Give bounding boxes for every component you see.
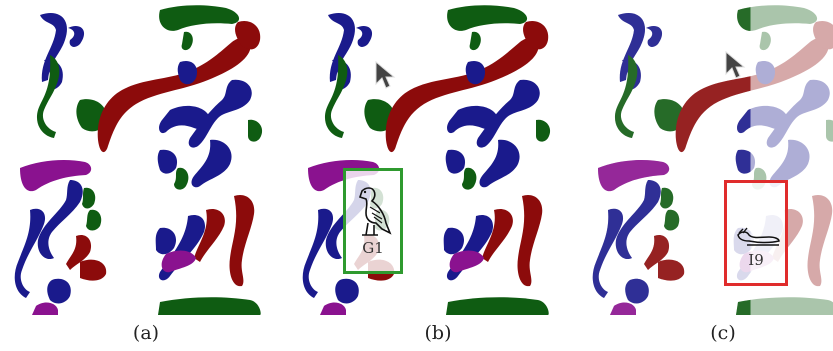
caption-b: (b) <box>424 322 452 344</box>
panel-a <box>10 0 272 315</box>
mouse-cursor-icon <box>725 50 746 79</box>
glyph-code-label: G1 <box>362 239 384 257</box>
panel-c: I9 <box>588 0 833 315</box>
hieratic-strokes-image <box>14 5 263 315</box>
horned-viper-hieroglyph-icon <box>737 227 780 246</box>
panel-b: G1 <box>298 0 560 315</box>
hieratic-strokes-image <box>302 5 551 315</box>
vulture-hieroglyph-icon <box>358 187 392 236</box>
glyph-prediction-box-correct[interactable]: G1 <box>343 168 403 274</box>
glyph-code-label: I9 <box>748 251 764 269</box>
caption-a: (a) <box>132 322 160 344</box>
mouse-cursor-icon <box>375 60 396 89</box>
caption-c: (c) <box>710 322 736 344</box>
glyph-prediction-box-wrong[interactable]: I9 <box>724 180 788 286</box>
